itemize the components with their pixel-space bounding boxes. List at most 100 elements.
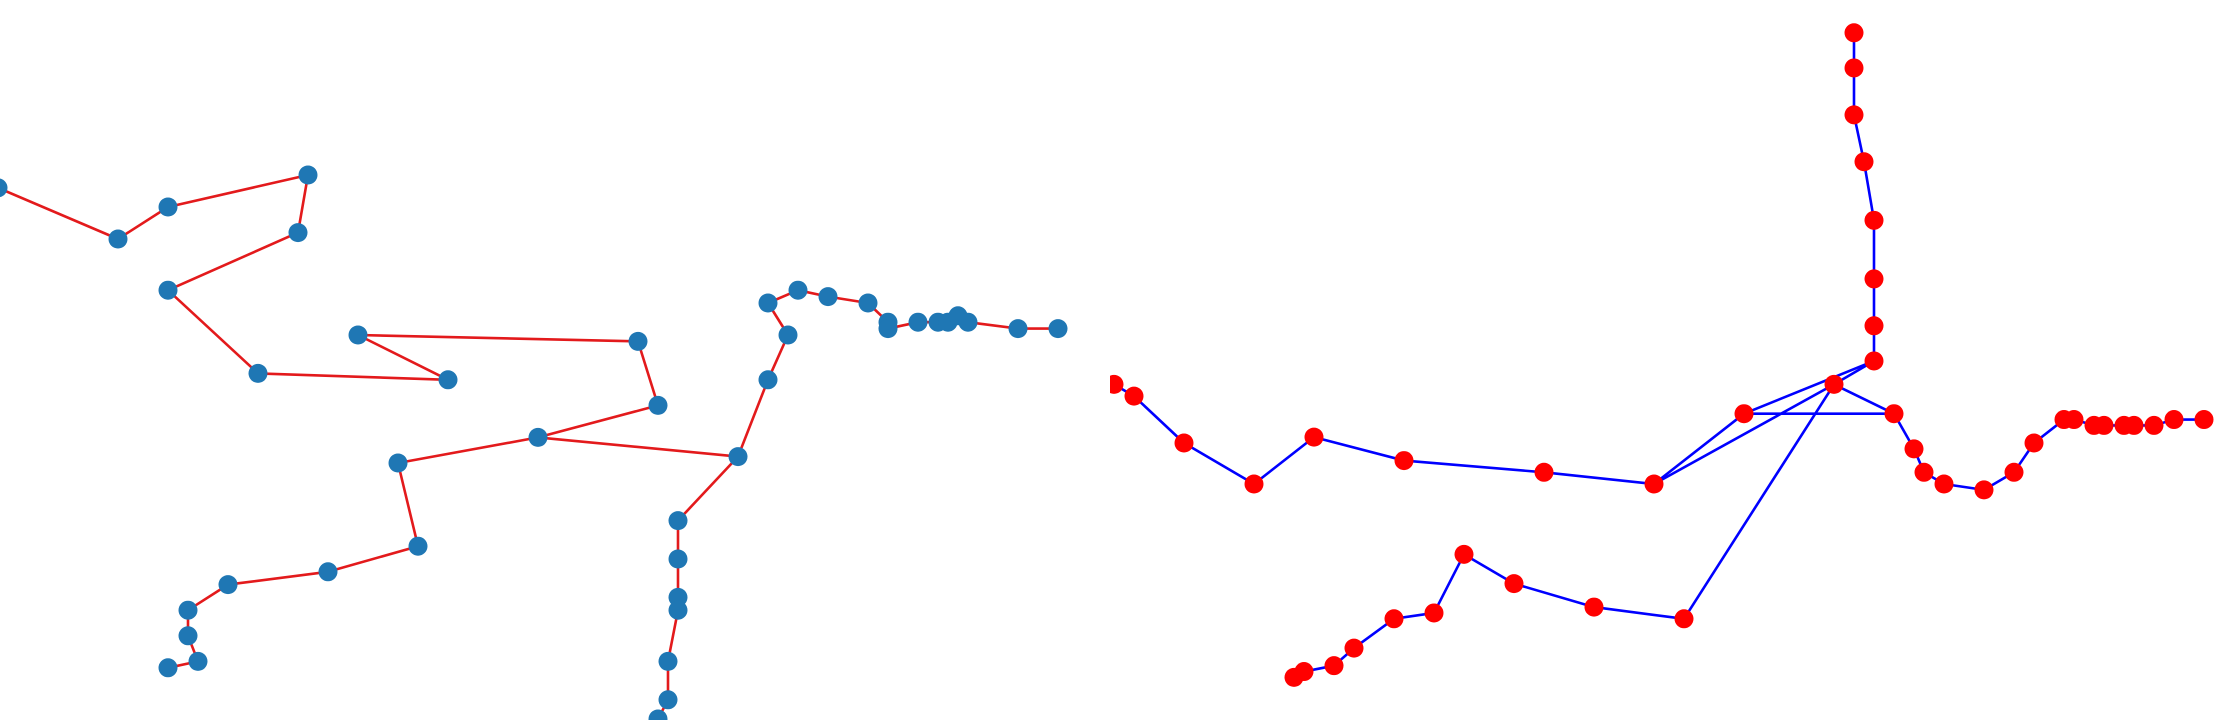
graph-node: [2004, 462, 2024, 482]
graph-node: [758, 370, 778, 390]
graph-node: [1844, 58, 1864, 78]
graph-edge: [226, 570, 330, 586]
graph-node: [1344, 638, 1364, 658]
graph-edge: [536, 436, 740, 458]
graph-node: [2024, 433, 2044, 453]
graph-node: [1284, 667, 1304, 687]
graph-node: [1864, 351, 1884, 371]
graph-node: [728, 447, 748, 467]
graph-node: [668, 549, 688, 569]
graph-edge: [0, 187, 120, 241]
graph-node: [1384, 609, 1404, 629]
graph-edge: [116, 205, 170, 241]
graph-edge: [1862, 160, 1876, 222]
graph-node: [1864, 316, 1884, 336]
graph-node: [2124, 415, 2144, 435]
graph-node: [2144, 415, 2164, 435]
graph-node: [1884, 404, 1904, 424]
graph-node: [1914, 462, 1934, 482]
graph-node: [658, 690, 678, 710]
graph-edge: [1832, 383, 1896, 416]
graph-edges: [1112, 31, 2206, 679]
graph-node: [408, 536, 428, 556]
graph-edge: [1542, 470, 1656, 486]
graph-node: [668, 511, 688, 531]
graph-node: [1110, 374, 1124, 394]
graph-node: [1844, 23, 1864, 43]
graph-node: [2094, 415, 2114, 435]
graph-node: [1674, 609, 1694, 629]
graph-node: [668, 600, 688, 620]
graph-node: [218, 575, 238, 595]
graph-node: [1844, 105, 1864, 125]
graph-nodes: [1110, 23, 2214, 687]
graph-node: [1304, 427, 1324, 447]
graph-node: [858, 293, 878, 313]
graph-node: [1854, 152, 1874, 172]
graph-edge: [1132, 394, 1186, 445]
graph-edge: [736, 378, 770, 458]
graph-node: [2164, 410, 2184, 430]
graph-node: [1048, 319, 1068, 339]
graph-edge: [1182, 441, 1256, 486]
graph-node: [188, 651, 208, 671]
graph-node: [298, 165, 318, 185]
graph-node: [2194, 410, 2214, 430]
graph-node: [1734, 404, 1754, 424]
graph-node: [1244, 474, 1264, 494]
graph-node: [1424, 603, 1444, 623]
graph-node: [1454, 544, 1474, 564]
graph-node: [1824, 374, 1844, 394]
graph-node: [1974, 480, 1994, 500]
graph-edge: [1512, 582, 1596, 609]
graph-edge: [256, 372, 450, 382]
graph-edge: [166, 173, 310, 209]
graph-panel-right: [1110, 0, 2220, 720]
graph-edge: [1432, 553, 1466, 615]
graph-edge: [676, 455, 740, 522]
graph-node: [288, 223, 308, 243]
graph-edge: [356, 333, 640, 343]
graph-edge: [1652, 383, 1836, 486]
graph-edge: [1462, 553, 1516, 585]
graph-node: [628, 331, 648, 351]
graph-node: [1864, 269, 1884, 289]
graph-node: [1504, 574, 1524, 594]
graph-node: [158, 280, 178, 300]
graph-node: [0, 178, 8, 198]
graph-node: [1534, 462, 1554, 482]
graph-node: [818, 287, 838, 307]
graph-node: [1174, 433, 1194, 453]
graph-edge: [166, 288, 260, 375]
graph-canvas-right: [1110, 23, 2214, 687]
graph-node: [908, 312, 928, 332]
graph-edge: [636, 340, 660, 407]
graph-node: [178, 626, 198, 646]
graph-node: [318, 562, 338, 582]
graph-canvas-left: [0, 165, 1068, 720]
graph-edge: [356, 333, 450, 382]
graph-edge: [1252, 435, 1316, 486]
graph-node: [1644, 474, 1664, 494]
graph-node: [158, 658, 178, 678]
graph-edge: [166, 231, 300, 292]
graph-edge: [396, 436, 540, 465]
graph-edge: [326, 544, 420, 574]
graph-node: [1904, 439, 1924, 459]
graph-edge: [1682, 383, 1836, 621]
graph-node: [778, 325, 798, 345]
graph-edge: [1592, 605, 1686, 621]
graph-node: [788, 280, 808, 300]
graph-node: [1324, 656, 1344, 676]
graph-node: [1934, 474, 1954, 494]
graph-node: [1584, 597, 1604, 617]
graph-edge: [1402, 459, 1546, 474]
graph-node: [438, 370, 458, 390]
graph-edge: [1652, 412, 1746, 486]
graph-node: [1008, 319, 1028, 339]
graph-node: [878, 319, 898, 339]
graph-edge: [296, 173, 310, 234]
graph-node: [658, 651, 678, 671]
graph-node: [1394, 451, 1414, 471]
